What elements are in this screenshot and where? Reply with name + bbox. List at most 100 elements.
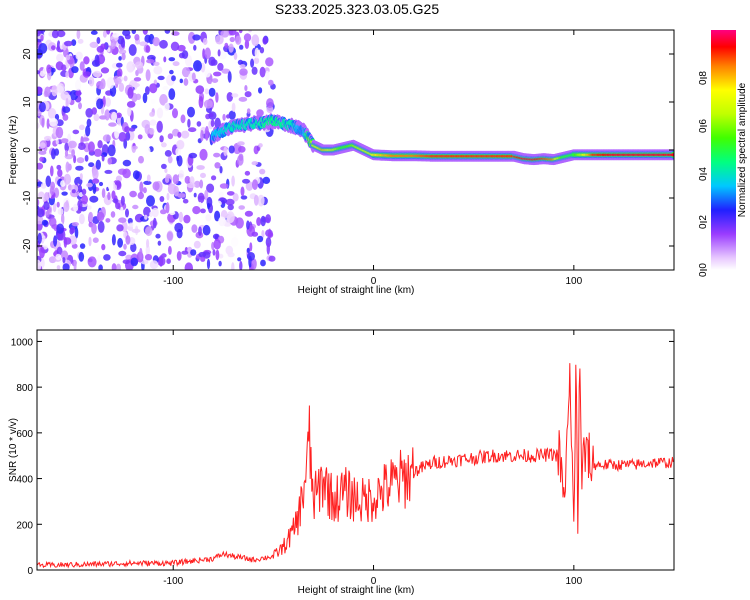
spectrogram-noise-cell — [145, 86, 150, 95]
spectrogram-noise-cell — [130, 257, 139, 267]
spectrogram-noise-cell — [56, 30, 66, 38]
spectrogram-noise-cell — [63, 173, 71, 185]
spectrogram-noise-cell — [186, 182, 196, 189]
spectrogram-noise-cell — [259, 168, 266, 175]
spectrogram-noise-cell — [194, 180, 201, 188]
spectrogram-noise-cell — [211, 175, 217, 181]
spectrogram-noise-cell — [244, 39, 250, 49]
spectrogram-noise-cell — [126, 61, 135, 73]
spectrogram-noise-cell — [227, 252, 235, 258]
spectrogram-noise-cell — [218, 191, 224, 197]
spectrogram-noise-cell — [125, 235, 131, 245]
spectrogram-noise-cell — [208, 113, 214, 118]
spectrogram-noise-cell — [204, 47, 211, 60]
spectrogram-noise-cell — [219, 166, 223, 174]
spectrogram-noise-cell — [149, 111, 155, 117]
spectrogram-noise-cell — [164, 168, 168, 174]
spectrogram-noise-cell — [97, 221, 105, 233]
spectrogram-noise-cell — [131, 30, 136, 35]
spectrogram-noise-cell — [146, 174, 151, 182]
spectrogram-noise-cell — [239, 260, 243, 270]
spectrogram-noise-cell — [159, 94, 168, 106]
spectrogram-noise-cell — [172, 174, 179, 185]
spectrogram-noise-cell — [227, 71, 232, 83]
spectrogram-noise-cell — [126, 101, 136, 108]
spectrogram-noise-cell — [218, 253, 224, 259]
colorbar-gradient — [711, 30, 736, 270]
spectrogram-noise-cell — [96, 98, 104, 110]
spectrogram-noise-cell — [120, 37, 126, 48]
spectrogram-noise-cell — [130, 242, 137, 253]
spectrogram-noise-cell — [257, 235, 264, 243]
spectrogram-noise-cell — [168, 88, 176, 100]
spectrogram-noise-cell — [79, 173, 83, 180]
spectrogram-noise-cell — [256, 109, 264, 117]
spectrogram-noise-cell — [244, 91, 252, 98]
spectrogram-noise-cell — [163, 56, 167, 63]
spectrogram-noise-cell — [139, 247, 143, 260]
spectrogram-noise-cell — [131, 228, 141, 233]
spectrogram-noise-cell — [47, 108, 57, 119]
spectrogram-noise-cell — [55, 253, 62, 261]
spectrogram-noise-cell — [173, 185, 179, 197]
spectrogram-noise-cell — [260, 215, 266, 227]
spectrogram-noise-cell — [214, 117, 221, 130]
spectrogram-noise-cell — [243, 33, 252, 42]
spectrogram-noise-cell — [199, 148, 208, 161]
spectrogram-noise-cell — [112, 32, 120, 38]
spectrogram-noise-cell — [134, 61, 144, 69]
spectrogram-noise-cell — [106, 77, 115, 89]
spectrogram-noise-cell — [61, 191, 68, 196]
spectrogram-noise-cell — [65, 71, 69, 78]
spectrogram-noise-cell — [190, 249, 197, 256]
spectrogram-noise-cell — [127, 217, 133, 225]
spectrogram-noise-cell — [146, 238, 150, 248]
spectrogram-noise-cell — [169, 69, 174, 75]
spectrogram-noise-cell — [53, 235, 58, 247]
spectrogram-noise-cell — [157, 256, 166, 267]
spectrogram-noise-cell — [65, 97, 69, 109]
spectrogram-noise-cell — [51, 67, 56, 73]
spectrogram-noise-cell — [96, 37, 101, 44]
spectrogram-noise-cell — [144, 34, 151, 43]
spectrogram-noise-cell — [167, 133, 174, 140]
spectrogram-noise-cell — [133, 77, 142, 82]
spectrogram-noise-cell — [75, 165, 84, 171]
spectrogram-noise-cell — [164, 150, 172, 157]
spectrogram-noise-cell — [182, 198, 189, 204]
colorbar-ticks: 0.0 0.2 0.4 0.6 0.8 — [698, 71, 709, 277]
spectrogram-noise-cell — [55, 126, 64, 139]
spectrogram-noise-cell — [215, 249, 220, 261]
spectrogram-noise-cell — [238, 96, 248, 102]
spectrogram-noise-cell — [60, 138, 69, 144]
spectrogram-noise-cell — [116, 112, 122, 119]
spectrogram-noise-cell — [178, 169, 185, 180]
spectrogram-noise-cell — [214, 210, 221, 222]
spectrogram-noise-cell — [134, 34, 140, 41]
colorbar-tick-label: 0.6 — [698, 119, 709, 133]
spectrogram-noise-cell — [137, 192, 144, 200]
spectrogram-noise-cell — [128, 222, 134, 228]
spectrogram-noise-cell — [46, 118, 50, 129]
spectrogram-noise-cell — [159, 135, 164, 143]
spectrogram-noise-cell — [61, 250, 69, 261]
spectrogram-noise-cell — [123, 243, 127, 250]
spectrogram-noise-cell — [110, 38, 116, 50]
spectrogram-noise-cell — [232, 193, 239, 202]
spectrogram-noise-cell — [56, 164, 62, 170]
spectrogram-noise-cell — [171, 31, 180, 36]
spectrogram-noise-cell — [139, 181, 144, 194]
spectrogram-noise-cell — [166, 192, 170, 201]
spectrogram-noise-cell — [148, 127, 155, 135]
colorbar: 0.0 0.2 0.4 0.6 0.8 Normalized spectral ampl… — [698, 30, 748, 277]
spectrogram-noise-cell — [122, 168, 131, 179]
spectrogram-noise-cell — [77, 142, 86, 150]
spectrogram-noise-cell — [92, 237, 99, 243]
spectrogram-noise-cell — [164, 102, 170, 112]
spectrogram-noise-cell — [161, 163, 167, 169]
spectrogram-noise-cell — [153, 65, 163, 75]
spectrogram-noise-cell — [135, 93, 142, 101]
spectrogram-noise-cell — [204, 69, 211, 78]
spectrogram-noise-cell — [175, 147, 182, 156]
